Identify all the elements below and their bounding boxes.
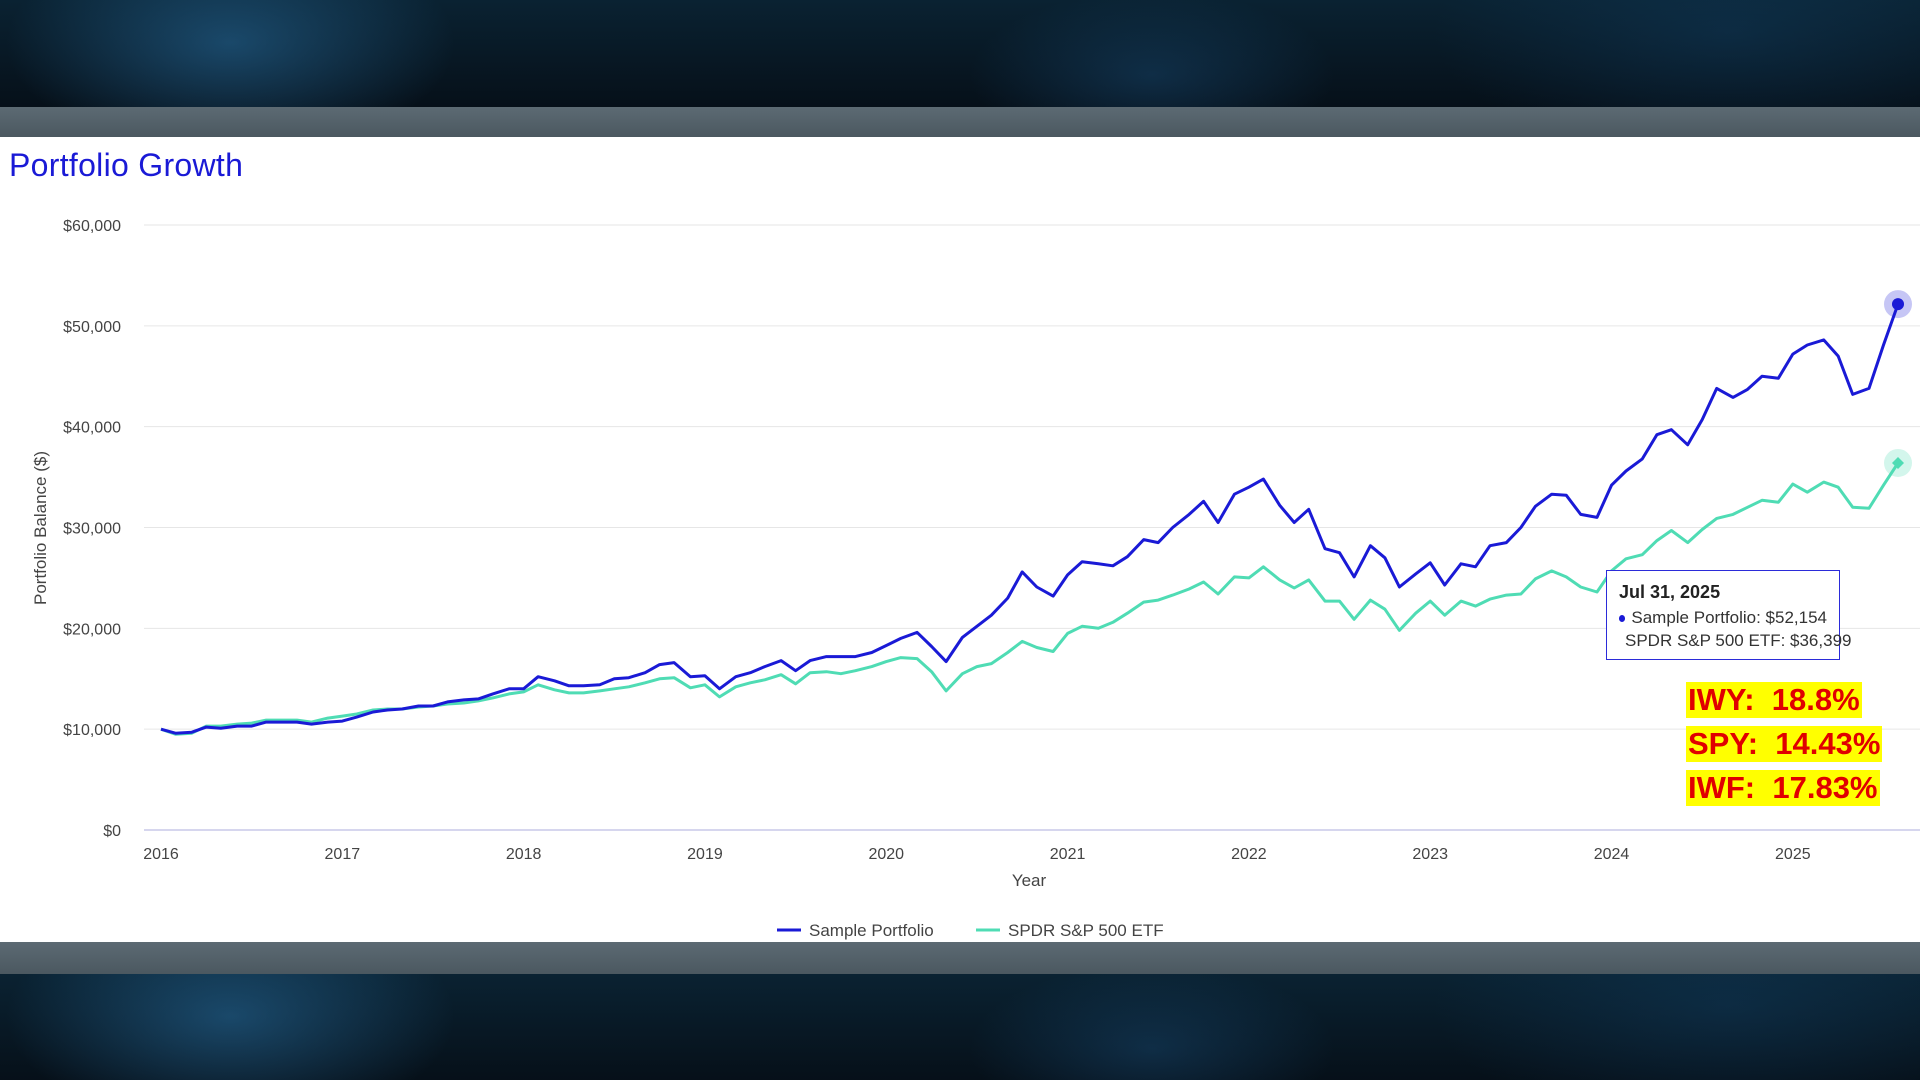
highlight-iwy: IWY: 18.8% [1686,682,1862,718]
x-tick-label: 2019 [687,846,723,863]
x-tick-label: 2016 [143,846,179,863]
y-tick-label: $40,000 [63,420,121,437]
tooltip-row-etf: SPDR S&P 500 ETF: $36,399 [1619,631,1851,651]
y-axis-title: Portfolio Balance ($) [31,451,50,605]
chart-title: Portfolio Growth [9,147,244,183]
chart-card: Portfolio Growth $0 $10,000 $20,000 $30,000… [0,137,1920,942]
y-tick-label: $30,000 [63,521,121,538]
tooltip-etf-value: SPDR S&P 500 ETF: $36,399 [1625,631,1852,650]
line-chart: $0 $10,000 $20,000 $30,000 $40,000 $50,000 $60… [31,218,1920,940]
portfolio-dot-icon [1619,614,1626,622]
x-tick-label: 2025 [1775,846,1811,863]
top-band [0,107,1920,137]
highlight-spy: SPY: 14.43% [1686,726,1883,762]
x-tick-label: 2023 [1412,846,1448,863]
x-tick-label: 2018 [506,846,542,863]
background-bottom [0,974,1920,1080]
x-tick-label: 2021 [1050,846,1086,863]
highlight-iwf: IWF: 17.83% [1686,770,1880,806]
y-tick-label: $0 [103,823,121,840]
x-tick-label: 2024 [1594,846,1630,863]
series-line-sample-portfolio [160,303,1900,735]
legend-label-sample-portfolio: Sample Portfolio [809,921,934,940]
y-tick-label: $50,000 [63,319,121,336]
x-tick-label: 2022 [1231,846,1267,863]
x-tick-label: 2017 [325,846,361,863]
y-tick-label: $20,000 [63,621,121,638]
tooltip-portfolio-value: Sample Portfolio: $52,154 [1631,608,1827,627]
x-axis-title: Year [1012,871,1047,890]
y-tick-label: $10,000 [63,722,121,739]
etf-end-point [1892,456,1904,469]
bottom-band [0,942,1920,974]
y-tick-label: $60,000 [63,218,121,235]
legend-label-spdr-etf: SPDR S&P 500 ETF [1008,921,1164,940]
chart-tooltip: Jul 31, 2025 Sample Portfolio: $52,154 S… [1606,570,1851,660]
portfolio-end-point [1892,298,1904,311]
background-top [0,0,1920,107]
x-tick-label: 2020 [868,846,904,863]
tooltip-date: Jul 31, 2025 [1619,582,1721,602]
tooltip-row-portfolio: Sample Portfolio: $52,154 [1619,608,1827,628]
